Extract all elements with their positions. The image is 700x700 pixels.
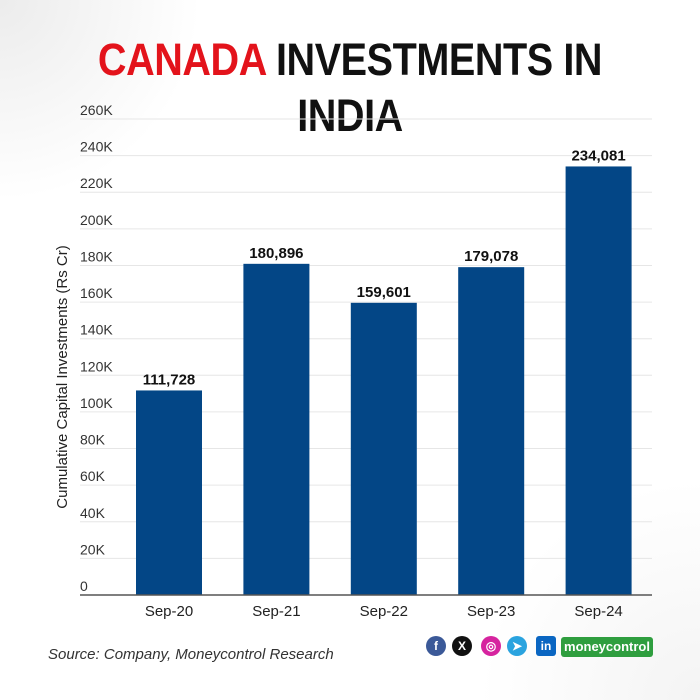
page-title: CANADA INVESTMENTS IN INDIA [42,32,658,144]
x-tick-label: Sep-22 [360,603,408,620]
bar [565,166,632,595]
y-tick-label: 100K [80,395,113,411]
data-label: 159,601 [357,284,411,301]
moneycontrol-logo: moneycontrol [561,637,653,657]
source-note: Source: Company, Moneycontrol Research [48,646,334,663]
y-tick-label: 40K [80,505,106,521]
data-label: 111,728 [143,371,196,388]
x-tick-label: Sep-20 [145,603,193,620]
bar [136,390,202,595]
x-tick-label: Sep-23 [467,603,515,620]
facebook-icon[interactable]: f [426,636,446,656]
y-tick-label: 160K [80,285,113,301]
y-tick-label: 80K [80,432,106,448]
y-tick-label: 200K [80,212,113,228]
y-tick-label: 240K [80,139,113,155]
bar [243,263,310,595]
x-icon[interactable]: X [452,636,472,656]
x-tick-label: Sep-24 [574,603,622,620]
linkedin-icon[interactable]: in [536,636,556,656]
bar [458,267,525,595]
data-label: 180,896 [249,245,303,262]
y-axis-title: Cumulative Capital Investments (Rs Cr) [54,245,71,508]
y-tick-label: 140K [80,322,113,338]
y-tick-label: 20K [80,541,106,557]
instagram-icon[interactable]: ◎ [481,636,501,656]
y-tick-label: 180K [80,248,113,264]
data-label: 234,081 [571,147,625,164]
title-rest: INVESTMENTS IN INDIA [275,34,603,141]
telegram-icon[interactable]: ➤ [507,636,527,656]
x-tick-label: Sep-21 [252,603,300,620]
y-tick-label: 120K [80,358,113,374]
data-label: 179,078 [464,248,518,265]
y-tick-label: 220K [80,175,113,191]
y-tick-label: 0 [80,578,88,594]
y-tick-label: 260K [80,102,113,118]
bar [350,302,417,595]
y-tick-label: 60K [80,468,106,484]
title-accent: CANADA [97,34,266,85]
